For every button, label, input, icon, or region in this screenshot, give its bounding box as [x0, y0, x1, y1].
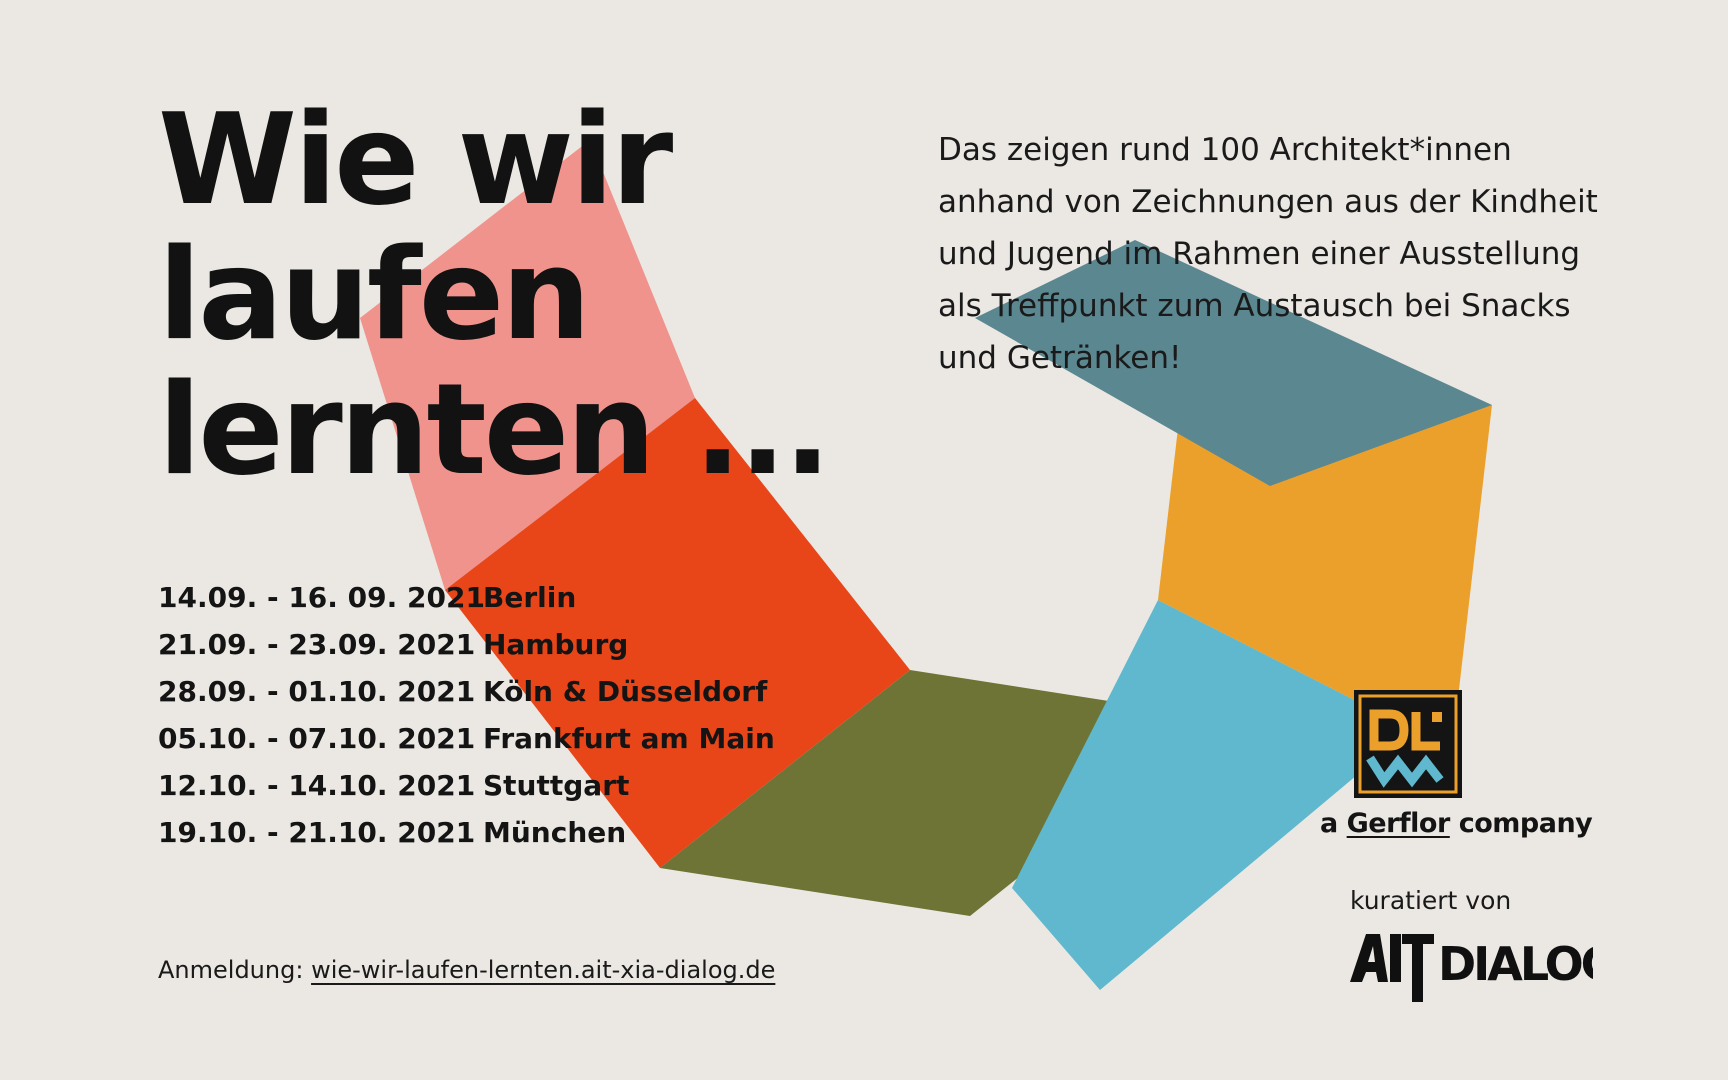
- dlw-logo-icon: [1354, 690, 1462, 798]
- orange-shape: [1158, 405, 1492, 712]
- intro-line-3: und Jugend im Rahmen einer Ausstellung: [938, 236, 1581, 272]
- event-date-row: 21.09. - 23.09. 2021 Hamburg: [158, 621, 775, 668]
- event-city: Stuttgart: [483, 769, 630, 802]
- headline: Wie wir laufen lernten ...: [158, 86, 831, 503]
- event-date-range: 05.10. - 07.10. 2021: [158, 722, 476, 755]
- olive-shape: [660, 670, 1218, 916]
- pink-shape: [360, 140, 695, 590]
- intro-line-2: anhand von Zeichnungen aus der Kindheit: [938, 184, 1598, 220]
- registration-label: Anmeldung:: [158, 956, 304, 984]
- event-date-range: 21.09. - 23.09. 2021: [158, 628, 476, 661]
- event-date-row: 12.10. - 14.10. 2021 Stuttgart: [158, 762, 775, 809]
- curated-by-label: kuratiert von: [1350, 886, 1512, 915]
- event-city: Berlin: [483, 581, 577, 614]
- intro-line-1: Das zeigen rund 100 Architekt*innen: [938, 132, 1512, 168]
- sponsor-suffix: company: [1458, 808, 1593, 839]
- event-city: Hamburg: [483, 628, 629, 661]
- ait-dialog-logo-icon: DIALOG: [1350, 934, 1593, 1002]
- event-date-range: 14.09. - 16. 09. 2021: [158, 581, 485, 614]
- intro-line-5: und Getränken!: [938, 340, 1182, 376]
- event-city: Köln & Düsseldorf: [483, 675, 768, 708]
- intro-text: Das zeigen rund 100 Architekt*innen anha…: [938, 124, 1638, 384]
- event-city: Frankfurt am Main: [483, 722, 775, 755]
- event-date-range: 19.10. - 21.10. 2021: [158, 816, 476, 849]
- registration-link[interactable]: wie-wir-laufen-lernten.ait-xia-dialog.de: [311, 956, 776, 984]
- light-blue-shape: [1012, 600, 1378, 990]
- svg-text:DIALOG: DIALOG: [1438, 937, 1593, 991]
- intro-line-4: als Treffpunkt zum Austausch bei Snacks: [938, 288, 1571, 324]
- slate-shape: [975, 240, 1492, 486]
- headline-line-1: Wie wir: [158, 86, 673, 233]
- headline-line-2: laufen: [158, 221, 591, 368]
- registration-line: Anmeldung: wie-wir-laufen-lernten.ait-xi…: [158, 956, 775, 984]
- headline-line-3: lernten ...: [158, 356, 831, 503]
- event-date-row: 14.09. - 16. 09. 2021 Berlin: [158, 574, 775, 621]
- event-date-row: 19.10. - 21.10. 2021 München: [158, 809, 775, 856]
- event-date-range: 28.09. - 01.10. 2021: [158, 675, 476, 708]
- sponsor-prefix: a: [1320, 808, 1338, 839]
- sponsor-brand: Gerflor: [1346, 808, 1451, 839]
- event-city: München: [483, 816, 627, 849]
- event-dates-list: 14.09. - 16. 09. 2021 Berlin 21.09. - 23…: [158, 574, 775, 856]
- red-orange-shape: [445, 398, 910, 868]
- event-date-row: 28.09. - 01.10. 2021 Köln & Düsseldorf: [158, 668, 775, 715]
- event-date-row: 05.10. - 07.10. 2021 Frankfurt am Main: [158, 715, 775, 762]
- sponsor-line: a Gerflor company: [1320, 808, 1593, 839]
- event-date-range: 12.10. - 14.10. 2021: [158, 769, 476, 802]
